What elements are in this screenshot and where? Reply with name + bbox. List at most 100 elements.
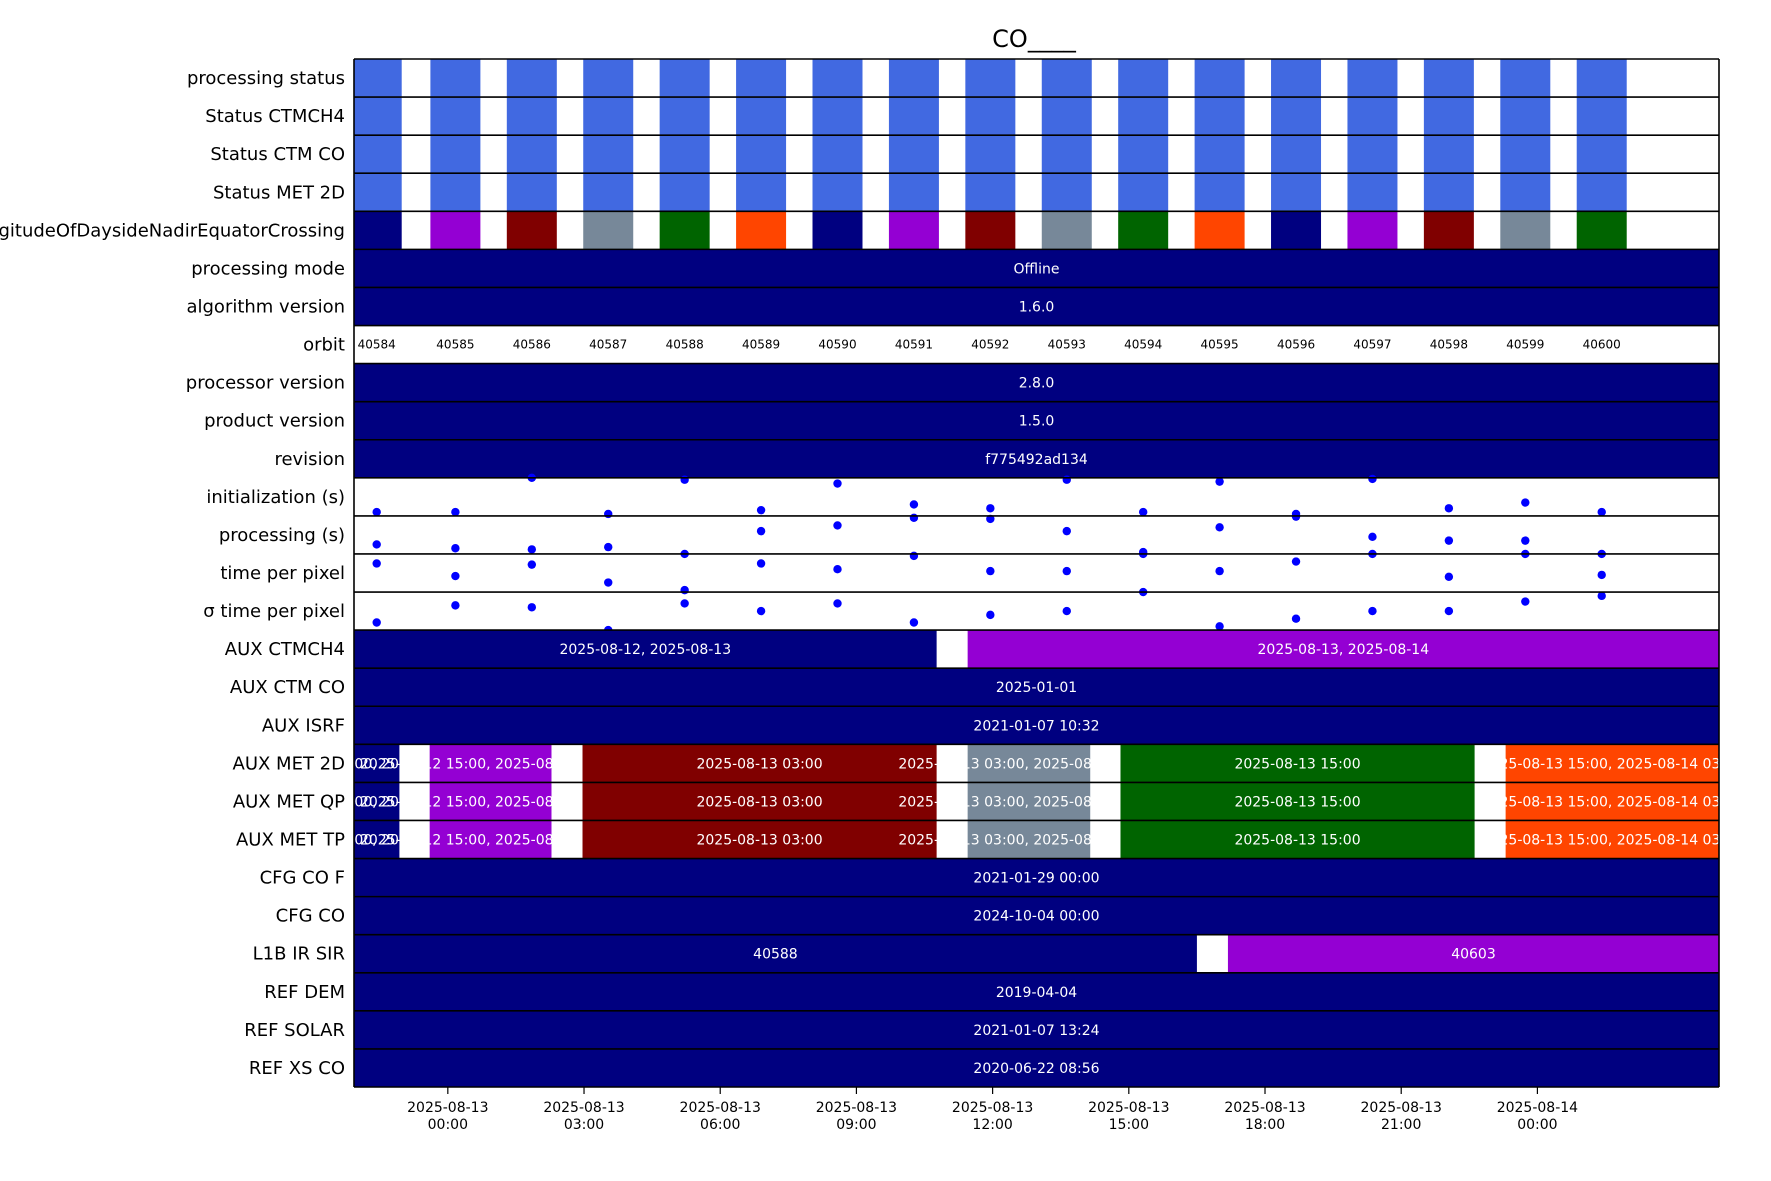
segment-label: 2025-08-13 15:00 — [1234, 794, 1360, 810]
row-25: 2021-01-07 13:24 — [354, 1010, 1719, 1049]
status-bar — [1118, 97, 1169, 136]
scatter-point — [1215, 523, 1224, 532]
scatter-point — [756, 526, 766, 536]
scatter-point — [1521, 597, 1530, 606]
segment-label: 2025-08-12 15:00, 2025-08-13 03:00 — [360, 794, 621, 810]
status-bar — [506, 97, 557, 136]
segment-label: 2025-08-12 15:00, 2025-08-13 03:00 — [360, 756, 621, 772]
row-label: CFG CO F — [260, 868, 345, 889]
x-tick-date: 2025-08-14 — [1497, 1100, 1578, 1116]
row-16: 2025-01-01 — [354, 668, 1719, 707]
x-tick-date: 2025-08-13 — [952, 1100, 1033, 1116]
row-label: Status CTM CO — [210, 144, 345, 165]
orbit-number: 40587 — [589, 338, 627, 352]
segment-label: 40588 — [753, 947, 798, 963]
status-bar — [1271, 97, 1322, 136]
orbit-color-bar — [583, 211, 634, 250]
scatter-point — [833, 479, 842, 488]
row-label: time per pixel — [220, 563, 345, 584]
x-tick-time: 06:00 — [700, 1117, 740, 1133]
band-bar — [354, 1010, 1719, 1049]
band-label: 2.8.0 — [1019, 376, 1055, 392]
segment-label: 2025-08-13 15:00, 2025-08-14 03:00 — [1482, 794, 1743, 810]
row-label: REF XS CO — [249, 1058, 345, 1079]
segment-label: 2025-08-13 03:00, 2025-08-13 15:00 — [898, 794, 1159, 810]
segment-label: 2025-08-13 15:00 — [1234, 833, 1360, 849]
status-bar — [1500, 173, 1551, 212]
status-bar — [1347, 173, 1398, 212]
orbit-number: 40590 — [818, 338, 856, 352]
orbit-color-bar — [812, 211, 863, 250]
status-bar — [1576, 135, 1627, 174]
scatter-point — [1215, 477, 1224, 486]
segment-bar — [1505, 820, 1719, 859]
segment-label: 2025-08-13 03:00 — [696, 794, 822, 810]
row-label: processor version — [186, 373, 345, 394]
status-bar — [1041, 173, 1092, 212]
status-bar — [1271, 135, 1322, 174]
orbit-color-bar — [888, 211, 939, 250]
row-15: 2025-08-12, 2025-08-13 2025-08-13, 2025-0… — [354, 630, 1719, 669]
x-tick-time: 00:00 — [428, 1117, 468, 1133]
scatter-point — [1597, 507, 1606, 517]
scatter-point — [680, 599, 689, 608]
status-bar — [965, 97, 1016, 136]
band-bar — [354, 287, 1719, 326]
scatter-point — [1521, 536, 1530, 545]
row-0 — [354, 59, 1627, 98]
segment-label: 2025-08-13 15:00, 2025-08-14 03:00 — [1482, 833, 1743, 849]
row-label: AUX CTM CO — [230, 677, 345, 698]
segment-bar — [967, 820, 1091, 859]
status-bar — [354, 97, 402, 136]
scatter-point — [909, 500, 919, 509]
segment-bar — [429, 782, 552, 821]
status-bar — [1576, 97, 1627, 136]
orbit-color-bar — [1118, 211, 1169, 250]
scatter-point — [680, 585, 689, 595]
segment-bar — [1120, 820, 1475, 859]
scatter-point — [372, 559, 381, 568]
status-bar — [354, 135, 402, 174]
band-label: 2025-01-01 — [996, 680, 1077, 696]
status-bar — [965, 135, 1016, 174]
x-tick-time: 15:00 — [1109, 1117, 1149, 1133]
row-label: L1B IR SIR — [253, 944, 345, 965]
segment-bar — [582, 782, 937, 821]
orbit-number: 40593 — [1048, 338, 1086, 352]
segment-label: 2025-08-13 03:00 — [696, 756, 822, 772]
scatter-point — [756, 559, 766, 568]
row-label: REF DEM — [264, 982, 345, 1003]
scatter-point — [986, 610, 995, 620]
row-label: LongitudeOfDaysideNadirEquatorCrossing — [0, 220, 345, 241]
segment-bar — [354, 934, 1197, 973]
row-label: AUX MET QP — [233, 791, 345, 812]
orbit-number: 40598 — [1430, 338, 1468, 352]
orbit-color-bar — [430, 211, 481, 250]
row-label: AUX MET 2D — [233, 753, 345, 774]
scatter-point — [604, 578, 613, 587]
status-bar — [1118, 135, 1169, 174]
segment-label: 40603 — [1451, 947, 1496, 963]
orbit-color-bar — [1271, 211, 1322, 250]
orbit-number: 40592 — [971, 338, 1009, 352]
status-bar — [1118, 59, 1169, 98]
scatter-point — [451, 571, 460, 581]
scatter-point — [1215, 622, 1224, 631]
status-bar — [430, 97, 481, 136]
scatter-point — [1368, 474, 1377, 484]
x-tick-time: 09:00 — [836, 1117, 876, 1133]
status-bar — [1271, 173, 1322, 212]
band-bar — [354, 401, 1719, 440]
orbit-number: 40600 — [1583, 338, 1621, 352]
orbit-color-bar — [1194, 211, 1245, 250]
scatter-point — [451, 601, 460, 610]
status-bar — [506, 135, 557, 174]
x-tick-date: 2025-08-13 — [816, 1100, 897, 1116]
segment-bar — [1227, 934, 1719, 973]
scatter-point — [372, 540, 381, 549]
band-bar — [354, 363, 1719, 402]
scatter-point — [1215, 566, 1224, 576]
row-label: AUX MET TP — [236, 830, 345, 851]
row-label: Status CTMCH4 — [205, 106, 345, 127]
row-23: 40588 40603 — [354, 934, 1719, 973]
